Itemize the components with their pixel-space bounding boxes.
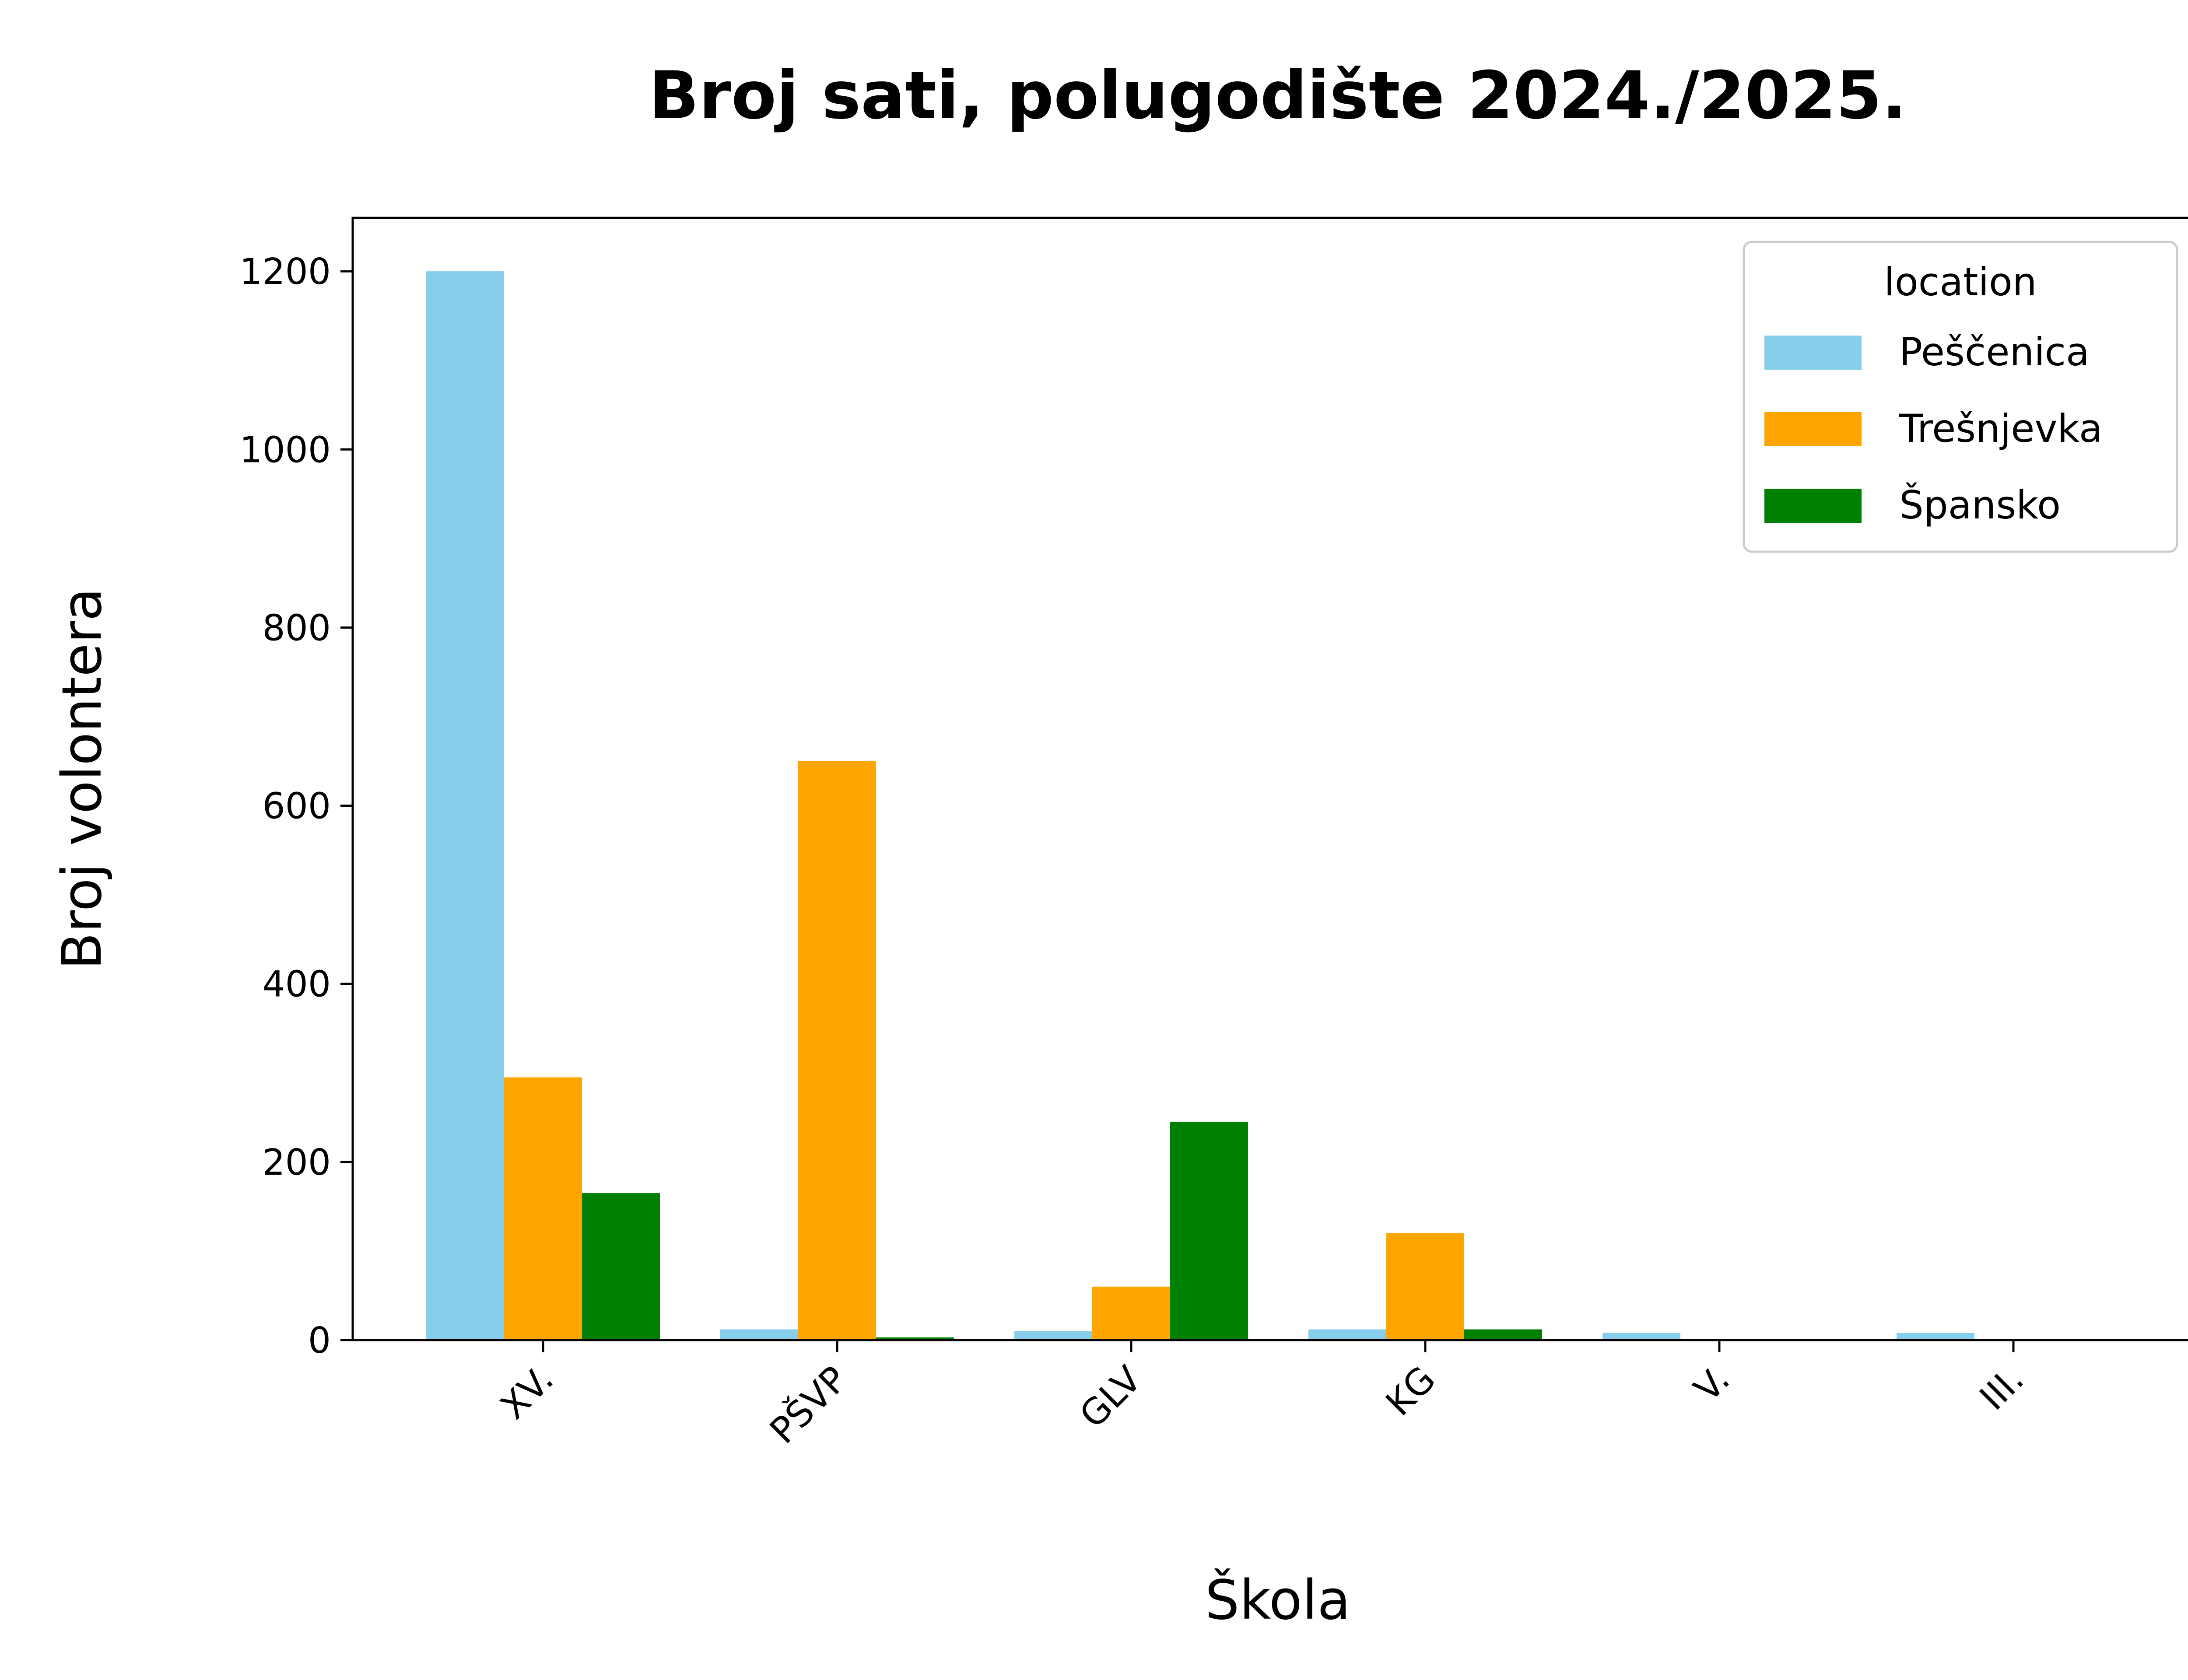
bar-3-2 xyxy=(876,1337,954,1340)
bar-3-1 xyxy=(582,1193,660,1340)
y-axis-label: Broj volontera xyxy=(51,588,114,970)
bar-1-2 xyxy=(720,1329,798,1340)
chart-title: Broj sati, polugodište 2024./2025. xyxy=(649,58,1907,134)
legend: location Peščenica Trešnjevka Špansko xyxy=(1743,241,2178,553)
y-tick-label-6: 1000 xyxy=(239,429,331,471)
bar-1-5 xyxy=(1602,1333,1680,1340)
y-tick-label-3: 400 xyxy=(262,964,331,1005)
bars-group xyxy=(426,271,1974,1340)
legend-swatch-1 xyxy=(1764,336,1862,370)
bar-2-3 xyxy=(1092,1286,1170,1340)
bar-2-4 xyxy=(1386,1233,1464,1340)
bar-2-2 xyxy=(798,761,876,1340)
y-tick-label-2: 200 xyxy=(262,1142,331,1183)
legend-frame xyxy=(1743,241,2178,553)
legend-label-2: Trešnjevka xyxy=(1899,406,2103,451)
plot-frame xyxy=(351,217,2188,1341)
legend-title: location xyxy=(1884,259,2037,304)
y-tick-label-4: 600 xyxy=(262,786,331,827)
y-axis-ticks: 0 200 400 600 800 1000 1200 xyxy=(239,251,353,1362)
legend-items: Peščenica Trešnjevka Špansko xyxy=(1764,329,2103,528)
y-tick-label-5: 800 xyxy=(262,607,331,649)
bar-1-6 xyxy=(1897,1333,1974,1340)
bar-3-4 xyxy=(1464,1329,1542,1340)
bar-3-3 xyxy=(1170,1122,1248,1340)
legend-swatch-3 xyxy=(1764,489,1862,523)
bar-1-3 xyxy=(1014,1331,1092,1340)
bar-1-4 xyxy=(1308,1329,1386,1340)
legend-label-3: Špansko xyxy=(1899,483,2061,528)
bar-1-1 xyxy=(426,271,504,1340)
legend-swatch-2 xyxy=(1764,412,1862,446)
y-tick-label-7: 1200 xyxy=(239,251,331,293)
legend-label-1: Peščenica xyxy=(1899,329,2090,374)
bar-2-1 xyxy=(504,1077,582,1340)
x-axis-label: Škola xyxy=(1205,1568,1350,1632)
y-tick-label-1: 0 xyxy=(308,1320,331,1362)
